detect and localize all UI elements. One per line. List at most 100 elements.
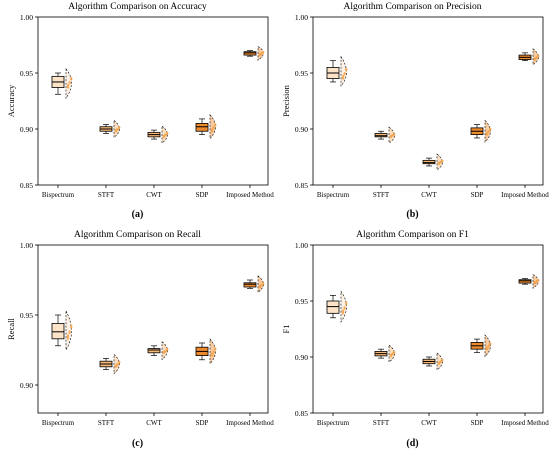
box-group [518,48,540,66]
data-point [533,57,537,60]
box-group [147,341,169,361]
x-tick-label: STFT [98,191,115,199]
chart-panel-precision: Algorithm Comparison on Precision 0.85 0.… [275,0,550,228]
plot-frame [37,16,269,186]
y-tick-label: 1.00 [20,241,33,250]
data-point [212,350,215,353]
data-point [162,350,166,354]
data-point [258,284,262,288]
box-group [374,126,396,144]
data-point [441,358,444,362]
box [374,133,388,138]
box [147,348,161,354]
box [518,279,532,284]
y-tick-label: 0.90 [295,125,308,134]
chart-panel-accuracy: Algorithm Comparison on Accuracy 0.85 0.9… [0,0,275,228]
y-tick-label: 0.85 [295,181,308,190]
box-group [243,275,265,293]
data-point [114,364,118,367]
violin-shape [65,310,72,351]
y-tick-label: 0.90 [20,381,33,390]
data-point [70,76,73,80]
data-point [66,83,70,87]
data-point [210,128,214,131]
data-point [262,282,265,285]
data-point [437,361,441,364]
x-tick-label: CWT [421,419,437,427]
y-tick-label: 0.90 [295,353,308,362]
box-group [326,55,348,87]
chart-title: Algorithm Comparison on F1 [356,230,469,240]
data-point [66,335,70,339]
y-axis-label: F1 [281,325,291,334]
y-tick-label: 1.00 [295,241,308,250]
data-point [489,127,492,131]
x-tick-label: CWT [146,419,162,427]
data-point [345,67,348,71]
x-tick-label: Imposed Method [226,419,274,427]
y-tick-label: 1.00 [20,13,33,22]
data-point [118,126,121,129]
data-point [487,344,490,348]
data-point [533,281,537,284]
data-point [343,72,346,75]
x-tick-label: Imposed Method [501,419,549,427]
data-point [485,346,489,349]
data-point [393,132,396,136]
box-group [422,153,444,171]
x-tick-label: SDP [196,419,209,427]
x-tick-label: Bispectrum [42,191,75,199]
box-group [470,119,492,143]
data-point [214,123,217,126]
data-point [537,279,540,282]
chart-plot: 0.90 0.95 1.00 Recall Bispectrum STFT CWT SDP Im… [6,241,274,427]
box [243,282,257,288]
panel-label: (b) [406,209,419,220]
data-point [487,130,490,133]
data-point [212,126,215,129]
data-point [441,159,444,163]
box-group [422,352,444,371]
data-point [393,350,396,354]
box-group [99,119,121,139]
y-tick-label: 0.85 [20,181,33,190]
y-axis-label: Recall [6,318,16,340]
data-point [389,134,393,138]
data-point [210,352,214,355]
y-axis-label: Accuracy [6,84,16,117]
data-point [485,131,489,135]
data-point [343,306,346,309]
x-tick-label: Bispectrum [317,191,350,199]
chart-panel-f1: Algorithm Comparison on F1 0.85 0.90 0.95 1… [275,228,550,457]
box-group [99,353,121,375]
data-point [258,53,262,56]
box [51,323,65,340]
data-point [68,331,71,335]
x-tick-label: Imposed Method [226,191,274,199]
data-point [166,131,169,135]
box-group [195,338,217,365]
x-tick-label: Bispectrum [317,419,350,427]
data-point [70,326,73,329]
data-point [70,324,73,327]
box [326,300,340,314]
chart-title: Algorithm Comparison on Recall [74,230,201,240]
x-tick-label: CWT [421,191,437,199]
x-tick-label: SDP [471,191,484,199]
box [422,159,436,165]
data-point [114,129,118,132]
box-group [518,274,540,289]
panel-label: (c) [131,438,144,449]
data-point [537,54,540,57]
chart-plot: 0.85 0.90 0.95 1.00 Accuracy Bispectrum STFT CW… [6,13,274,199]
data-point [116,362,119,366]
x-tick-label: STFT [373,419,390,427]
y-tick-label: 0.90 [20,125,33,134]
y-tick-label: 0.95 [20,311,33,320]
box-group [470,334,492,358]
data-point [389,353,393,357]
data-point [489,342,492,345]
plot-frame [312,244,544,414]
data-point [118,360,121,364]
data-point [214,347,217,350]
